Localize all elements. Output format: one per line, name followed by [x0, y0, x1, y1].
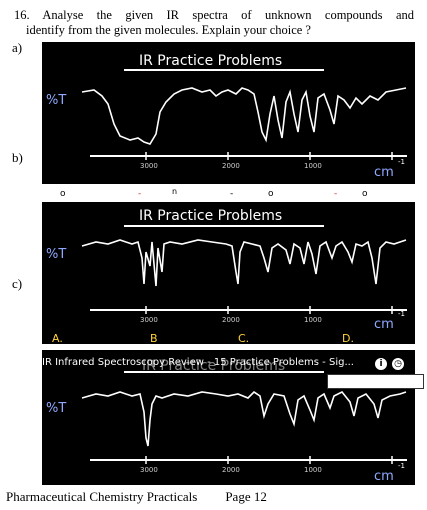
option-label-c: C.: [238, 332, 249, 344]
x-tick-label: 1000: [304, 162, 322, 170]
part-label-a: a): [12, 40, 23, 55]
spectrum-line: [81, 390, 407, 447]
info-icon[interactable]: i: [375, 358, 387, 370]
x-tick-label: 1000: [304, 466, 322, 474]
spectrum-panel-a: IR Practice Problems %T 3000 2000 1000 c…: [42, 42, 415, 184]
svg-text:n: n: [172, 187, 177, 196]
part-label-c: c): [12, 276, 23, 291]
x-tick-label: 3000: [140, 466, 158, 474]
part-label-b: b): [12, 150, 23, 165]
svg-text:o: o: [60, 189, 66, 199]
spectrum-panel-c: IR Practice Problems %T 3000 2000 1000 c…: [42, 350, 415, 485]
spectrum-line: [81, 239, 407, 287]
x-unit-exponent: -1: [398, 462, 405, 470]
x-tick-label: 2000: [222, 466, 240, 474]
page-footer: Pharmaceutical Chemistry Practicals Page …: [6, 489, 267, 505]
option-label-b: B: [150, 332, 158, 344]
overlay-bar: [327, 374, 424, 389]
svg-text:-: -: [230, 189, 233, 199]
x-tick-label: 3000: [140, 316, 158, 324]
x-unit-label: cm: [374, 469, 394, 484]
x-unit-label: cm: [374, 165, 394, 180]
video-title-bar[interactable]: IR Infrared Spectroscopy Review - 15 Pra…: [42, 357, 354, 368]
x-unit-exponent: -1: [398, 158, 405, 166]
x-tick-label: 3000: [140, 162, 158, 170]
svg-text:o: o: [362, 189, 368, 199]
x-unit-exponent: -1: [398, 310, 405, 318]
clock-icon[interactable]: ◷: [392, 358, 404, 370]
panel-title: IR Practice Problems: [139, 208, 282, 224]
panel-title: IR Practice Problems: [139, 53, 282, 69]
x-tick-label: 2000: [222, 162, 240, 170]
y-axis-label: %T: [46, 93, 66, 108]
spectrum-line: [81, 87, 407, 145]
separator-strip: o - n - o - o: [42, 184, 415, 202]
option-label-d: D.: [342, 332, 354, 344]
option-label-a: A.: [52, 332, 63, 344]
footer-title: Pharmaceutical Chemistry Practicals: [6, 489, 198, 504]
spectrum-panel-b: IR Practice Problems %T 3000 2000 1000 c…: [42, 202, 415, 344]
page-number: Page 12: [225, 489, 267, 504]
x-tick-label: 1000: [304, 316, 322, 324]
y-axis-label: %T: [46, 247, 66, 262]
svg-text:o: o: [268, 189, 274, 199]
x-tick-label: 2000: [222, 316, 240, 324]
y-axis-label: %T: [46, 401, 66, 416]
question-text: 16. Analyse the given IR spectra of unkn…: [14, 8, 414, 38]
svg-text:-: -: [138, 189, 141, 199]
panel-title: IR Practice Problems: [142, 358, 285, 374]
question-line-1: 16. Analyse the given IR spectra of unkn…: [14, 8, 414, 22]
svg-text:-: -: [334, 189, 337, 199]
question-line-2: identify from the given molecules. Expla…: [26, 23, 311, 37]
x-unit-label: cm: [374, 317, 394, 332]
